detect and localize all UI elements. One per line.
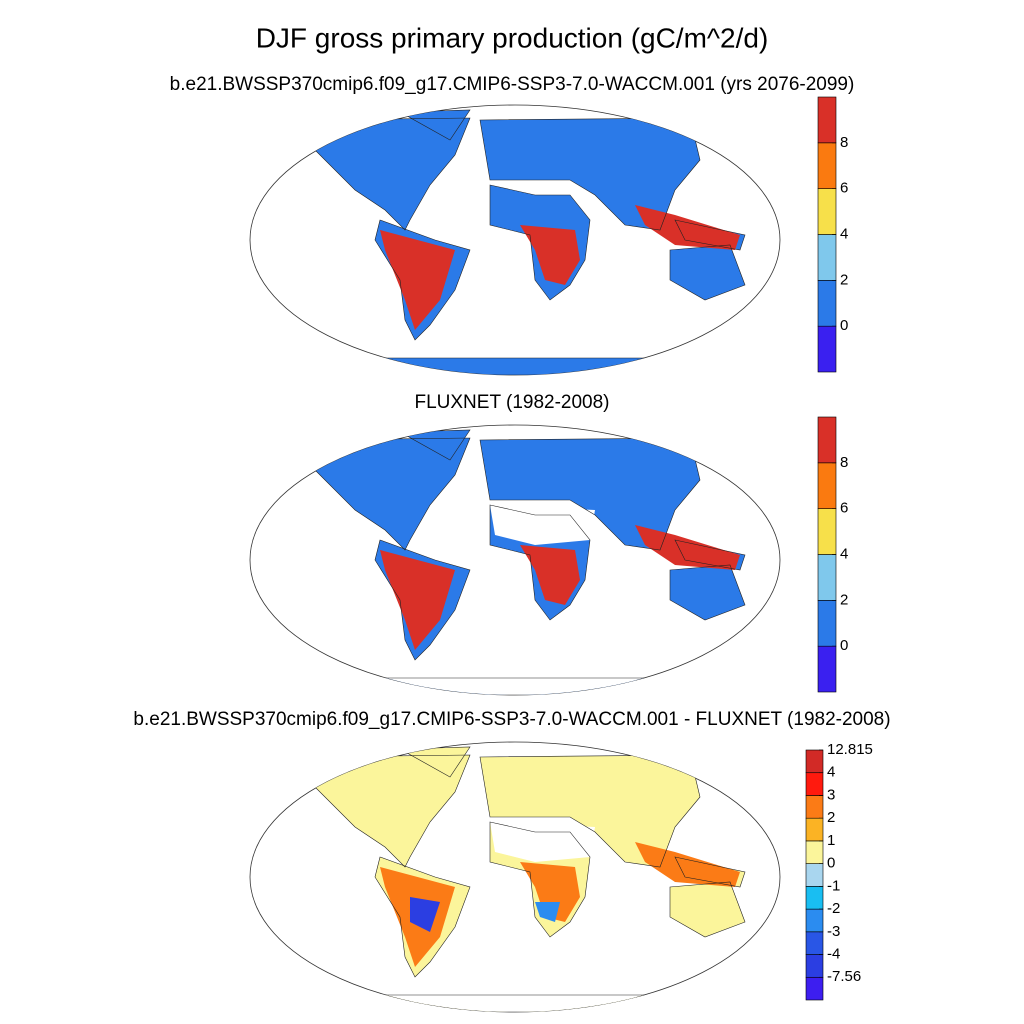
colorbar-box	[805, 817, 824, 842]
panel-title: b.e21.BWSSP370cmip6.f09_g17.CMIP6-SSP3-7…	[170, 74, 855, 95]
colorbar-label: 6	[840, 500, 848, 517]
colorbar-label: 4	[840, 545, 848, 562]
colorbar-label: -2	[827, 900, 840, 917]
colorbar-box	[817, 325, 837, 373]
colorbar-label: 1	[827, 832, 835, 849]
colorbar-box	[805, 772, 824, 796]
colorbar-label: -7.56	[827, 968, 861, 985]
colorbar-label: 4	[840, 225, 848, 242]
figure-title: DJF gross primary production (gC/m^2/d)	[256, 22, 769, 53]
colorbar-label: 8	[840, 134, 848, 151]
colorbar-box	[805, 931, 824, 955]
colorbar-box	[817, 554, 837, 601]
colorbar-label: 6	[840, 180, 848, 197]
colorbar-box	[817, 234, 837, 281]
colorbar-box	[817, 508, 837, 555]
colorbar-box	[805, 908, 824, 933]
colorbar-label: 2	[840, 271, 848, 288]
colorbar-box	[805, 840, 824, 864]
panel-title: b.e21.BWSSP370cmip6.f09_g17.CMIP6-SSP3-7…	[133, 709, 890, 730]
colorbar-label: 0	[840, 637, 848, 654]
colorbar-label: 8	[840, 454, 848, 471]
colorbar-box	[817, 188, 837, 235]
colorbar-box	[817, 280, 837, 327]
colorbar-box	[817, 600, 837, 647]
colorbar-box	[805, 976, 824, 1001]
colorbar-label: 2	[840, 591, 848, 608]
colorbar-label: 4	[827, 764, 835, 781]
colorbar-box	[817, 416, 837, 464]
colorbar-box	[805, 954, 824, 978]
panel-title: FLUXNET (1982-2008)	[414, 392, 609, 413]
colorbar-label: 2	[827, 809, 835, 826]
colorbar-box	[805, 886, 824, 910]
colorbar-label: 12.815	[827, 741, 873, 758]
colorbar-box	[805, 749, 824, 774]
colorbar-box	[817, 462, 837, 509]
map-panel	[249, 104, 781, 376]
colorbar-label: -4	[827, 946, 840, 963]
colorbar-box	[805, 795, 824, 819]
colorbar-label: 3	[827, 786, 835, 803]
colorbar-box	[805, 863, 824, 887]
colorbar-box	[817, 96, 837, 144]
colorbar-label: -3	[827, 923, 840, 940]
colorbar-box	[817, 645, 837, 693]
colorbar-label: 0	[827, 855, 835, 872]
colorbar-box	[817, 142, 837, 189]
colorbar-label: 0	[840, 317, 848, 334]
colorbar-label: -1	[827, 877, 840, 894]
map-panel	[249, 741, 781, 1013]
map-panel	[249, 424, 781, 696]
